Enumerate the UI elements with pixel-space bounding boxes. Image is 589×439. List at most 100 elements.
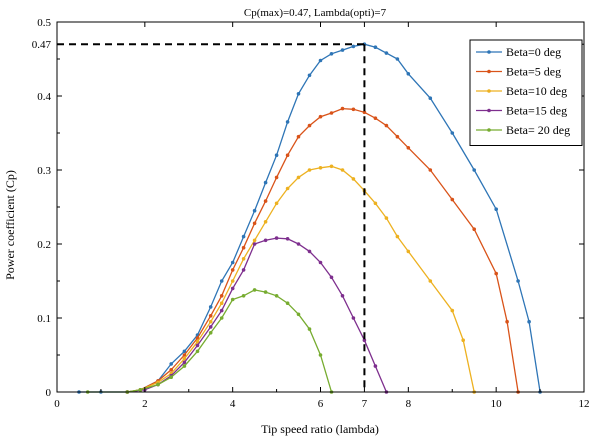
data-point [340, 48, 345, 52]
data-point [219, 301, 224, 306]
data-point [156, 382, 160, 387]
data-point [395, 57, 400, 61]
data-point [329, 111, 334, 115]
data-point [505, 319, 509, 324]
data-point [340, 168, 345, 172]
data-point [285, 301, 290, 306]
data-point [318, 58, 323, 63]
data-point [138, 388, 143, 392]
data-point [195, 336, 200, 340]
data-point [384, 123, 389, 128]
legend-label: Beta=15 deg [506, 104, 567, 118]
chart-title: Cp(max)=0.47, Lambda(opti)=7 [244, 7, 387, 19]
data-point [195, 349, 200, 354]
data-point [351, 316, 356, 320]
x-tick-label: 6 [318, 398, 324, 410]
data-point [296, 134, 301, 139]
data-point [230, 260, 235, 265]
y-tick-label: 0 [46, 387, 52, 399]
legend-label: Beta=0 deg [506, 45, 561, 59]
series-5 [85, 288, 334, 394]
legend-item: Beta=5 deg [476, 65, 561, 79]
data-point [230, 268, 235, 272]
data-point [274, 201, 279, 206]
y-tick-label: 0.1 [37, 313, 51, 325]
data-point [195, 339, 200, 344]
series-line [79, 43, 541, 393]
data-point [182, 356, 187, 361]
data-point [195, 343, 200, 348]
data-point [169, 362, 173, 366]
data-point [230, 286, 235, 291]
data-point [182, 360, 187, 365]
legend-marker [487, 69, 491, 74]
data-point [208, 314, 213, 318]
legend-item: Beta=10 deg [476, 84, 567, 98]
legend-item: Beta=0 deg [476, 45, 561, 59]
data-point [182, 364, 187, 368]
series-line [127, 165, 475, 393]
data-point [241, 257, 246, 261]
data-point [285, 153, 290, 157]
data-point [230, 297, 235, 302]
data-point [252, 208, 257, 213]
data-point [329, 164, 334, 169]
data-point [230, 279, 235, 283]
data-point [373, 201, 378, 206]
data-point [461, 338, 466, 343]
data-point [395, 234, 400, 239]
data-point [241, 245, 246, 250]
axes: 0 2 4 6 7 8 10 12 0 0.1 0.2 0.3 0.4 0.47 0.5 [32, 17, 589, 410]
legend-label: Beta=10 deg [506, 84, 567, 98]
data-point [318, 166, 323, 170]
data-point [241, 268, 246, 272]
data-point [362, 338, 367, 343]
data-point [329, 275, 334, 280]
data-point [252, 221, 257, 226]
data-point [169, 375, 173, 380]
data-point [208, 319, 213, 324]
y-tick-label: 0.5 [37, 17, 51, 29]
data-point [285, 186, 290, 191]
data-point [307, 73, 312, 78]
data-point [406, 146, 411, 150]
x-tick-label: 4 [230, 398, 236, 410]
data-point [472, 168, 477, 172]
data-point [428, 279, 433, 283]
data-point [263, 199, 268, 203]
data-point [274, 175, 279, 180]
data-point [296, 312, 301, 317]
data-point [208, 325, 213, 329]
data-point [373, 45, 378, 49]
series-line [127, 237, 387, 393]
legend-label: Beta= 20 deg [506, 123, 570, 137]
data-point [263, 220, 268, 224]
data-point [296, 242, 301, 246]
data-point [494, 207, 499, 211]
legend-item: Beta=15 deg [476, 104, 567, 118]
data-point [384, 216, 389, 220]
legend-label: Beta=5 deg [506, 65, 561, 79]
y-tick-label: 0.3 [37, 165, 51, 177]
data-point [263, 238, 268, 243]
data-point [472, 227, 477, 231]
legend-marker [487, 128, 491, 132]
data-point [384, 51, 389, 55]
data-point [362, 110, 367, 115]
data-point [351, 177, 356, 181]
legend-marker [487, 108, 491, 113]
data-point [307, 123, 312, 128]
series-line [87, 289, 333, 393]
data-point [169, 368, 173, 372]
data-point [241, 294, 246, 298]
data-point [274, 153, 279, 157]
data-point [219, 294, 224, 298]
data-point [406, 72, 411, 76]
data-point [351, 107, 356, 112]
data-point [318, 353, 323, 357]
data-point [373, 116, 378, 120]
data-point [428, 168, 433, 172]
data-point [351, 44, 356, 49]
data-point [241, 234, 246, 239]
